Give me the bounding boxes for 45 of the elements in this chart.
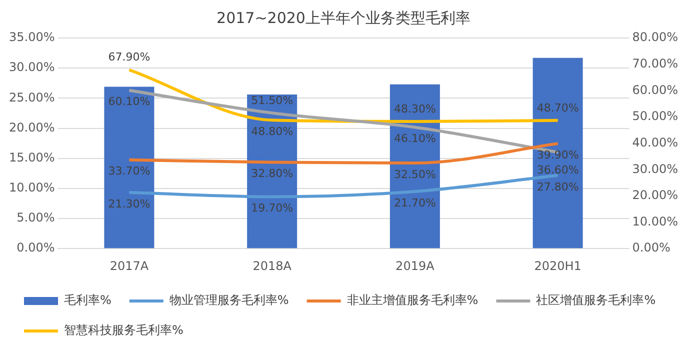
y-tick-label: 0.00% xyxy=(16,240,55,255)
y-tick-label: 20.00% xyxy=(8,120,55,134)
data-label: 27.80% xyxy=(536,180,579,194)
legend-label: 智慧科技服务毛利率% xyxy=(64,323,184,338)
legend-label: 毛利率% xyxy=(64,293,112,308)
x-tick-label: 2020H1 xyxy=(534,258,582,273)
chart-title: 2017~2020上半年个业务类型毛利率 xyxy=(216,8,470,27)
y2-tick-label: 0.00% xyxy=(632,240,670,255)
y-tick-label: 15.00% xyxy=(8,150,55,164)
y2-tick-label: 80.00% xyxy=(632,30,678,44)
data-label: 46.10% xyxy=(394,132,436,146)
data-label: 48.70% xyxy=(536,101,579,114)
y-tick-label: 25.00% xyxy=(8,90,55,104)
y2-tick-label: 20.00% xyxy=(632,188,678,202)
data-label: 21.70% xyxy=(394,196,436,210)
y2-tick-label: 70.00% xyxy=(632,56,678,70)
data-label: 36.60% xyxy=(536,163,579,176)
y-tick-label: 10.00% xyxy=(8,180,55,195)
data-label: 33.70% xyxy=(108,164,150,178)
data-label: 39.90% xyxy=(536,148,579,162)
data-label: 51.50% xyxy=(251,94,294,107)
legend-label: 物业管理服务毛利率% xyxy=(169,293,289,308)
data-label: 32.80% xyxy=(251,167,294,180)
legend-label: 社区增值服务毛利率% xyxy=(536,293,656,308)
x-tick-label: 2018A xyxy=(252,258,292,273)
y2-tick-label: 50.00% xyxy=(632,109,678,124)
y2-tick-label: 60.00% xyxy=(632,82,678,97)
data-label: 48.80% xyxy=(251,124,294,138)
data-label: 67.90% xyxy=(108,50,150,64)
data-label: 21.30% xyxy=(108,197,150,210)
x-tick-label: 2017A xyxy=(110,258,150,273)
y-tick-label: 35.00% xyxy=(8,30,55,44)
data-label: 48.30% xyxy=(394,102,436,116)
y2-tick-label: 40.00% xyxy=(632,135,678,150)
data-label: 19.70% xyxy=(251,202,294,215)
y-tick-label: 30.00% xyxy=(8,60,55,74)
bar xyxy=(532,58,583,248)
legend-label: 非业主增值服务毛利率% xyxy=(346,293,478,308)
data-label: 32.50% xyxy=(394,168,436,181)
x-tick-label: 2019A xyxy=(396,258,436,273)
y2-tick-label: 30.00% xyxy=(632,162,678,176)
y-tick-label: 5.00% xyxy=(16,210,55,225)
bar xyxy=(104,86,154,248)
y2-tick-label: 10.00% xyxy=(632,214,678,228)
data-label: 60.10% xyxy=(108,95,150,108)
